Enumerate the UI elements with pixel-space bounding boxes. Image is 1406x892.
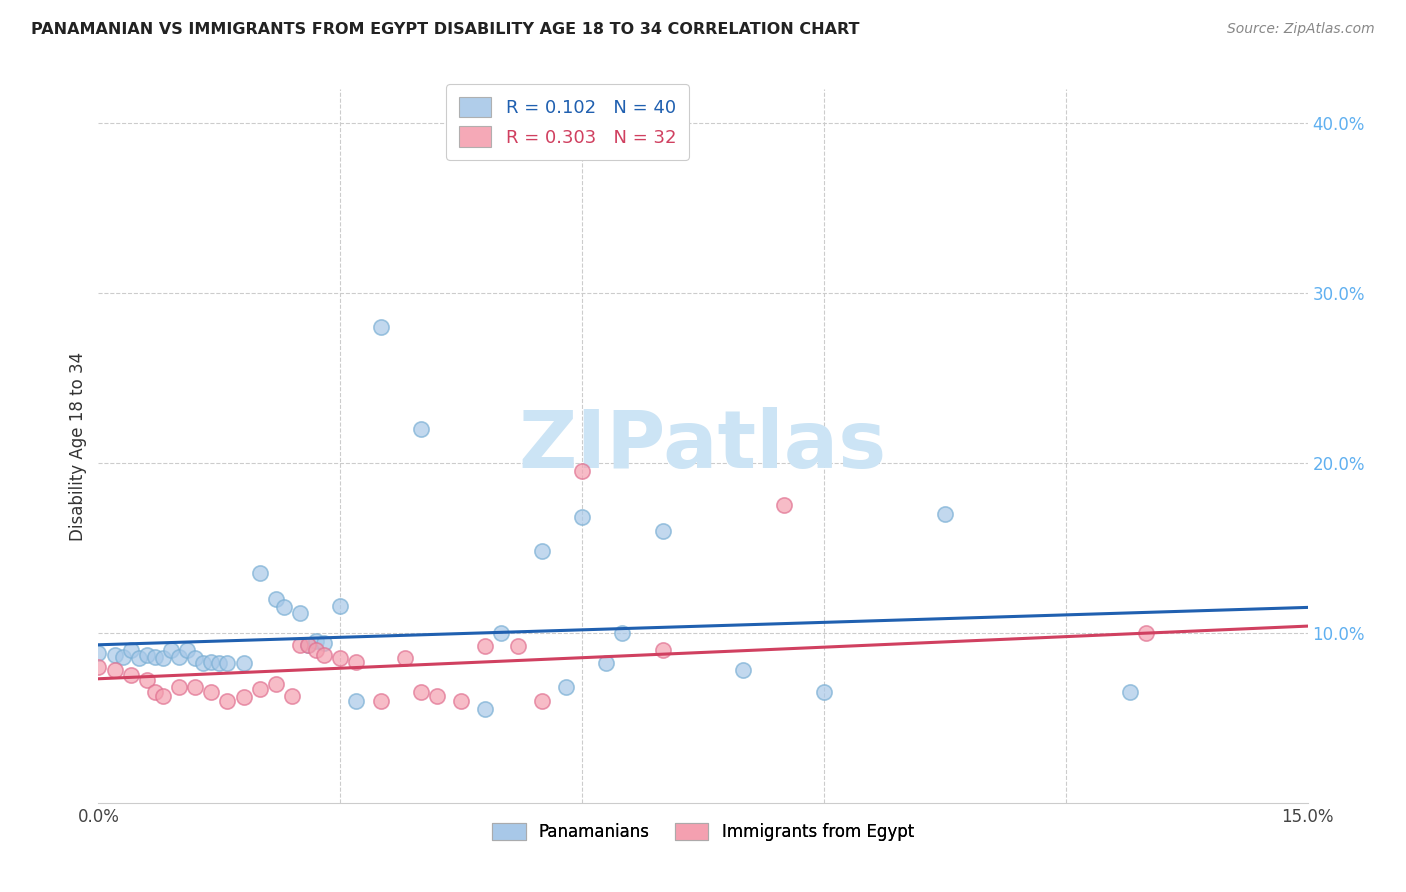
Point: [344, 694, 367, 708]
Point: [281, 689, 304, 703]
Point: [111, 649, 134, 664]
Point: [249, 566, 271, 581]
Point: [409, 422, 432, 436]
Point: [297, 638, 319, 652]
Point: [217, 694, 239, 708]
Point: [264, 591, 287, 606]
Point: [1119, 685, 1142, 699]
Point: [329, 651, 352, 665]
Legend: Panamanians, Immigrants from Egypt: Panamanians, Immigrants from Egypt: [485, 816, 921, 848]
Point: [305, 643, 328, 657]
Point: [491, 626, 513, 640]
Point: [314, 648, 336, 662]
Point: [103, 663, 125, 677]
Point: [135, 673, 157, 688]
Point: [135, 648, 157, 662]
Y-axis label: Disability Age 18 to 34: Disability Age 18 to 34: [69, 351, 87, 541]
Point: [87, 646, 110, 660]
Point: [184, 680, 207, 694]
Point: [288, 606, 311, 620]
Point: [813, 685, 835, 699]
Text: PANAMANIAN VS IMMIGRANTS FROM EGYPT DISABILITY AGE 18 TO 34 CORRELATION CHART: PANAMANIAN VS IMMIGRANTS FROM EGYPT DISA…: [31, 22, 859, 37]
Point: [143, 685, 166, 699]
Point: [249, 681, 271, 696]
Point: [474, 640, 496, 654]
Point: [409, 685, 432, 699]
Point: [167, 680, 190, 694]
Point: [1135, 626, 1157, 640]
Point: [934, 507, 956, 521]
Point: [314, 636, 336, 650]
Point: [152, 689, 174, 703]
Point: [506, 640, 529, 654]
Point: [370, 320, 392, 334]
Point: [733, 663, 755, 677]
Point: [120, 668, 142, 682]
Point: [232, 690, 254, 705]
Point: [273, 600, 295, 615]
Point: [208, 657, 231, 671]
Point: [143, 649, 166, 664]
Point: [651, 643, 673, 657]
Point: [474, 702, 496, 716]
Point: [232, 657, 254, 671]
Point: [555, 680, 578, 694]
Point: [530, 694, 553, 708]
Point: [176, 643, 198, 657]
Point: [160, 643, 183, 657]
Point: [152, 651, 174, 665]
Point: [450, 694, 472, 708]
Point: [167, 649, 190, 664]
Point: [200, 685, 222, 699]
Point: [571, 510, 593, 524]
Point: [103, 648, 125, 662]
Point: [297, 638, 319, 652]
Point: [87, 660, 110, 674]
Point: [772, 499, 794, 513]
Point: [288, 638, 311, 652]
Text: ZIPatlas: ZIPatlas: [519, 407, 887, 485]
Point: [193, 657, 215, 671]
Point: [612, 626, 634, 640]
Point: [370, 694, 392, 708]
Point: [305, 634, 328, 648]
Point: [217, 657, 239, 671]
Point: [329, 599, 352, 613]
Point: [651, 524, 673, 538]
Text: Source: ZipAtlas.com: Source: ZipAtlas.com: [1227, 22, 1375, 37]
Point: [530, 544, 553, 558]
Point: [394, 651, 416, 665]
Point: [128, 651, 150, 665]
Point: [595, 657, 617, 671]
Point: [264, 677, 287, 691]
Point: [571, 465, 593, 479]
Point: [184, 651, 207, 665]
Point: [426, 689, 449, 703]
Point: [344, 655, 367, 669]
Point: [200, 655, 222, 669]
Point: [120, 643, 142, 657]
